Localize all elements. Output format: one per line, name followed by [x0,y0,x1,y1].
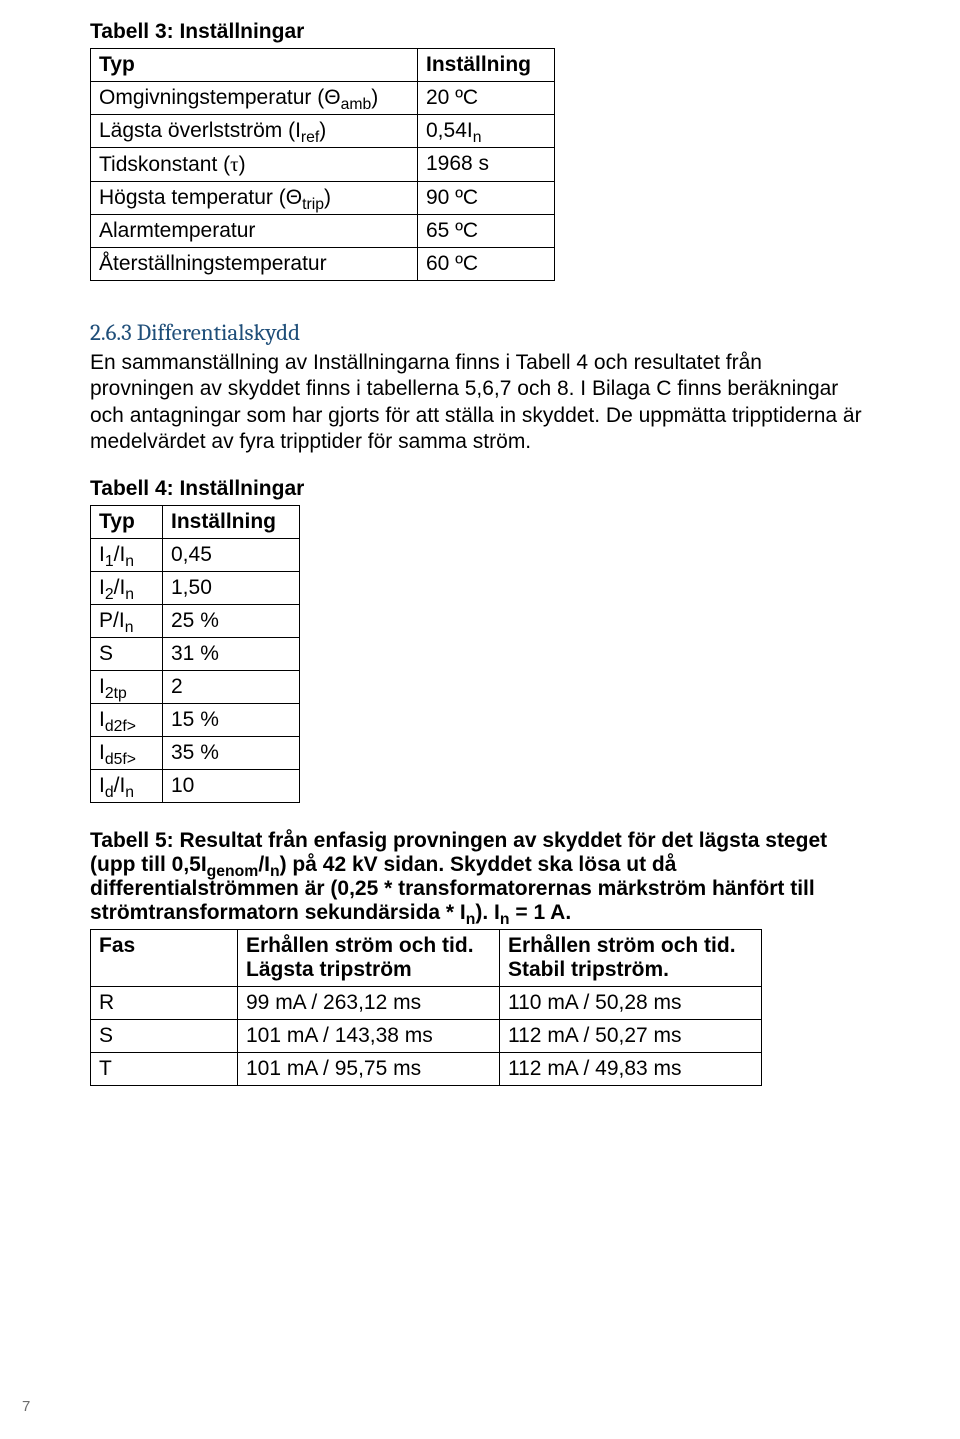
table3-r0-c1: Omgivningstemperatur (Θamb) [91,82,418,115]
table4-r4-c2: 2 [163,671,300,704]
table3-r4-c2: 65 ºC [418,215,555,248]
table5-header-c2-line2: Lägsta tripström [246,958,412,981]
table3-r1-c2: 0,54In [418,115,555,148]
table4-caption: Tabell 4: Inställningar [90,477,870,501]
table5-header-c2: Erhållen ström och tid. Lägsta tripström [238,930,500,987]
table-row: Högsta temperatur (Θtrip) 90 ºC [91,182,555,215]
table3-r2-c2: 1968 s [418,148,555,182]
table3-header-row: Typ Inställning [91,49,555,82]
table-row: Id/In 10 [91,770,300,803]
page-number: 7 [22,1398,30,1415]
table4-r3-c2: 31 % [163,638,300,671]
table5-r0-c3: 110 mA / 50,28 ms [500,987,762,1020]
table-row: Återställningstemperatur 60 ºC [91,248,555,281]
table4-r1-c2: 1,50 [163,572,300,605]
table3-r3-c1: Högsta temperatur (Θtrip) [91,182,418,215]
table5-header-c3-line2: Stabil tripström. [508,958,669,981]
table-row: I2tp 2 [91,671,300,704]
table-row: I1/In 0,45 [91,539,300,572]
table3: Typ Inställning Omgivningstemperatur (Θa… [90,48,555,281]
table5-r1-c2: 101 mA / 143,38 ms [238,1020,500,1053]
table-row: I2/In 1,50 [91,572,300,605]
table-row: Id2f> 15 % [91,704,300,737]
table5-header-c1: Fas [91,930,238,987]
table-row: Omgivningstemperatur (Θamb) 20 ºC [91,82,555,115]
table5-r1-c3: 112 mA / 50,27 ms [500,1020,762,1053]
table3-caption: Tabell 3: Inställningar [90,20,870,44]
table4-header-row: Typ Inställning [91,506,300,539]
table-row: T 101 mA / 95,75 ms 112 mA / 49,83 ms [91,1053,762,1086]
section-heading-263: 2.6.3 Differentialskydd [90,319,870,346]
table5-r0-c1: R [91,987,238,1020]
table-row: R 99 mA / 263,12 ms 110 mA / 50,28 ms [91,987,762,1020]
table4-r2-c1: P/In [91,605,163,638]
table5-header-c2-line1: Erhållen ström och tid. [246,934,474,957]
table4-r6-c2: 35 % [163,737,300,770]
section-paragraph-263: En sammanställning av Inställningarna fi… [90,350,870,455]
table4-r7-c1: Id/In [91,770,163,803]
table5-r2-c1: T [91,1053,238,1086]
table5-header-row: Fas Erhållen ström och tid. Lägsta trips… [91,930,762,987]
table3-r5-c2: 60 ºC [418,248,555,281]
table4-header-c1: Typ [91,506,163,539]
table5-header-c3: Erhållen ström och tid. Stabil tripström… [500,930,762,987]
table3-header-c2: Inställning [418,49,555,82]
table5: Fas Erhållen ström och tid. Lägsta trips… [90,929,762,1086]
table3-r2-c1: Tidskonstant (τ) [91,148,418,182]
table4-r0-c1: I1/In [91,539,163,572]
table4-r1-c1: I2/In [91,572,163,605]
table3-header-c1: Typ [91,49,418,82]
table4-r2-c2: 25 % [163,605,300,638]
table5-caption: Tabell 5: Resultat från enfasig provning… [90,829,870,925]
table-row: Lägsta överlstström (Iref) 0,54In [91,115,555,148]
table5-r0-c2: 99 mA / 263,12 ms [238,987,500,1020]
table3-r5-c1: Återställningstemperatur [91,248,418,281]
table5-header-c3-line1: Erhållen ström och tid. [508,934,736,957]
table3-r0-c2: 20 ºC [418,82,555,115]
table4-r7-c2: 10 [163,770,300,803]
table3-r1-c1: Lägsta överlstström (Iref) [91,115,418,148]
table4-r4-c1: I2tp [91,671,163,704]
table4-header-c2: Inställning [163,506,300,539]
table-row: S 31 % [91,638,300,671]
table5-r2-c2: 101 mA / 95,75 ms [238,1053,500,1086]
table-row: S 101 mA / 143,38 ms 112 mA / 50,27 ms [91,1020,762,1053]
table-row: P/In 25 % [91,605,300,638]
table3-r3-c2: 90 ºC [418,182,555,215]
table5-r1-c1: S [91,1020,238,1053]
table-row: Alarmtemperatur 65 ºC [91,215,555,248]
table4: Typ Inställning I1/In 0,45 I2/In 1,50 P/… [90,505,300,803]
table4-r5-c2: 15 % [163,704,300,737]
table3-r4-c1: Alarmtemperatur [91,215,418,248]
table4-r3-c1: S [91,638,163,671]
table4-r0-c2: 0,45 [163,539,300,572]
table-row: Id5f> 35 % [91,737,300,770]
table5-r2-c3: 112 mA / 49,83 ms [500,1053,762,1086]
page: Tabell 3: Inställningar Typ Inställning … [0,0,960,1439]
table4-r5-c1: Id2f> [91,704,163,737]
table-row: Tidskonstant (τ) 1968 s [91,148,555,182]
table4-r6-c1: Id5f> [91,737,163,770]
